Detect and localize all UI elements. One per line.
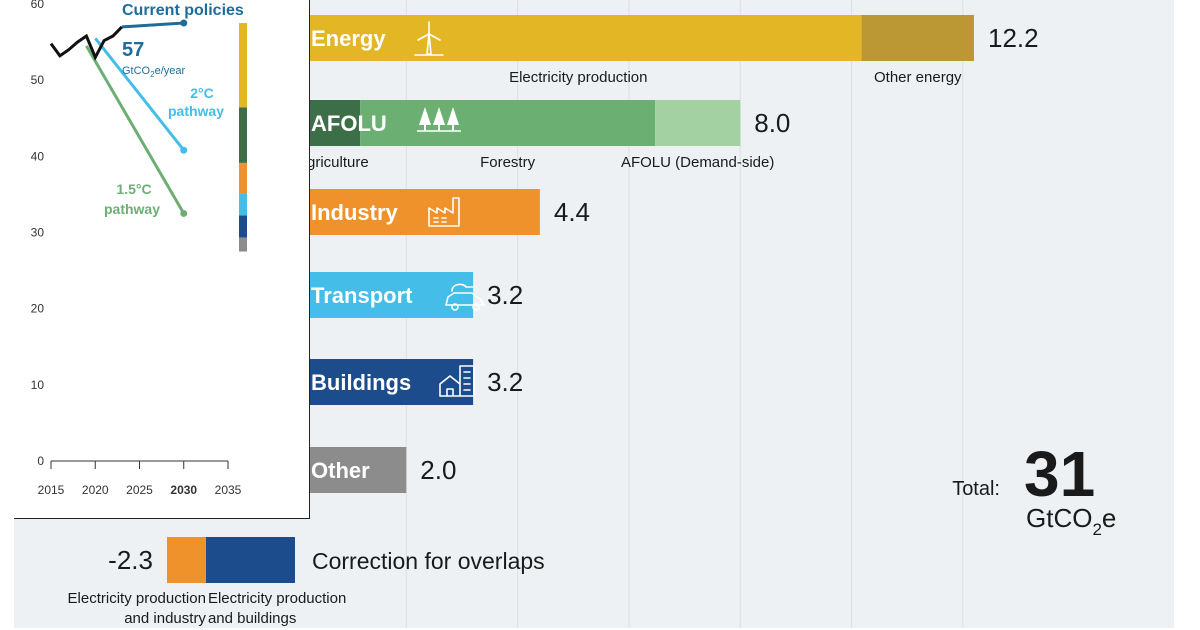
bar-category-label: Industry [311, 200, 399, 225]
segment-label: Other energy [874, 69, 962, 86]
segment-label: Agriculture [297, 154, 369, 171]
turbine-shape [414, 21, 444, 56]
tree-shape [447, 107, 459, 125]
correction-segment-label: Electricity production [208, 590, 346, 607]
bar-category-label: AFOLU [311, 111, 387, 136]
y-tick-label: 10 [31, 378, 45, 392]
y-tick-label: 0 [37, 454, 44, 468]
bar-value-label: 8.0 [754, 108, 790, 138]
correction-segment [205, 537, 295, 583]
series-line-1-5-c-pathway [85, 45, 186, 215]
gap-bar-segment [239, 162, 247, 194]
bar-segment [295, 15, 862, 61]
series-label-2c: 2°C [190, 85, 214, 101]
bar-value-label: 4.4 [554, 197, 590, 227]
factory-icon [428, 197, 460, 227]
car-wheel [472, 303, 480, 311]
gap-bar-segment [239, 23, 247, 108]
series-endpoint [180, 209, 188, 217]
bar-segment [360, 100, 656, 146]
bar-segment [861, 15, 974, 61]
bar-afolu: Agriculture Forestry AFOLU (Demand-side) AF… [295, 100, 790, 171]
tree-shape [419, 107, 431, 125]
bar-segment [655, 100, 741, 146]
annotation-value: 57 [122, 39, 144, 61]
series-label-2c-pathway: pathway [168, 103, 224, 119]
series-line-current-policies [121, 21, 184, 29]
correction-segment-label: and industry [124, 610, 206, 627]
series-label-1-5c: 1.5°C [116, 181, 151, 197]
sector-potential-bar-chart: Electricity production Other energy Energy… [68, 0, 1116, 628]
gap-bar-segment [239, 237, 247, 252]
gap-bar-segment [239, 193, 247, 216]
correction-segment-label: and buildings [208, 610, 296, 627]
y-tick-label: 40 [31, 149, 45, 163]
factory-shape [428, 197, 460, 227]
chart-panel: Electricity production Other energy Energy… [14, 0, 1174, 628]
building-shape [439, 365, 475, 397]
total-label: Total: [952, 478, 1000, 500]
y-tick-label: 30 [31, 226, 45, 240]
correction-segment [166, 537, 206, 583]
gap-bar-segment [239, 107, 247, 163]
car-shape [445, 283, 485, 306]
series-endpoint [180, 19, 188, 27]
bar-transport: Transport 3.2 [295, 272, 523, 318]
y-tick-label: 50 [31, 73, 45, 87]
bar-category-label: Energy [311, 26, 386, 51]
total-unit: GtCO2e [1026, 503, 1116, 539]
x-tick-label: 2030 [170, 483, 197, 497]
y-tick-label: 20 [31, 302, 45, 316]
series-line-2-c-pathway [94, 37, 185, 152]
historical-line [49, 25, 123, 61]
trees-icon [417, 107, 461, 132]
series-endpoint [180, 146, 188, 154]
bar-value-label: 3.2 [487, 367, 523, 397]
car-wheel [451, 303, 459, 311]
bar-category-label: Other [311, 458, 370, 483]
electric-car-icon [445, 283, 485, 311]
series-label-current-policies: Current policies [122, 2, 244, 19]
segment-label: Forestry [480, 154, 536, 171]
wind-turbine-icon [414, 21, 444, 56]
bar-value-label: 3.2 [487, 280, 523, 310]
x-tick-label: 2035 [215, 483, 242, 497]
series-label-1-5c-pathway: pathway [104, 201, 160, 217]
gap-bar-segment [239, 215, 247, 238]
bar-energy: Electricity production Other energy Energy… [295, 15, 1039, 86]
correction-segment-label: Electricity production [68, 590, 206, 607]
bar-segment [295, 447, 407, 493]
building-icon [439, 365, 475, 397]
total-value: 31 [1024, 438, 1095, 510]
emissions-pathway-inset: 0 10 20 30 40 50 60 2015 2020 2025 2030 2035 Current… [14, 0, 310, 519]
x-tick-label: 2020 [82, 483, 109, 497]
segment-label: Electricity production [509, 69, 647, 86]
bar-value-label: 2.0 [420, 455, 456, 485]
bar-other: Other 2.0 [295, 447, 456, 493]
tree-shape [433, 107, 445, 125]
x-tick-label: 2025 [126, 483, 153, 497]
bar-category-label: Buildings [311, 370, 411, 395]
bar-industry: Industry 4.4 [295, 189, 590, 235]
x-tick-label: 2015 [38, 483, 65, 497]
bar-segment [295, 189, 540, 235]
bar-category-label: Transport [311, 283, 413, 308]
bar-segment [295, 272, 474, 318]
correction-label: Correction for overlaps [312, 548, 545, 574]
correction-value-label: -2.3 [108, 545, 153, 575]
segment-label: AFOLU (Demand-side) [621, 154, 774, 171]
y-tick-label: 60 [31, 0, 45, 11]
bar-value-label: 12.2 [988, 23, 1039, 53]
bar-buildings: Buildings 3.2 [295, 359, 523, 405]
annotation-unit: GtCO2e/year [122, 65, 185, 79]
